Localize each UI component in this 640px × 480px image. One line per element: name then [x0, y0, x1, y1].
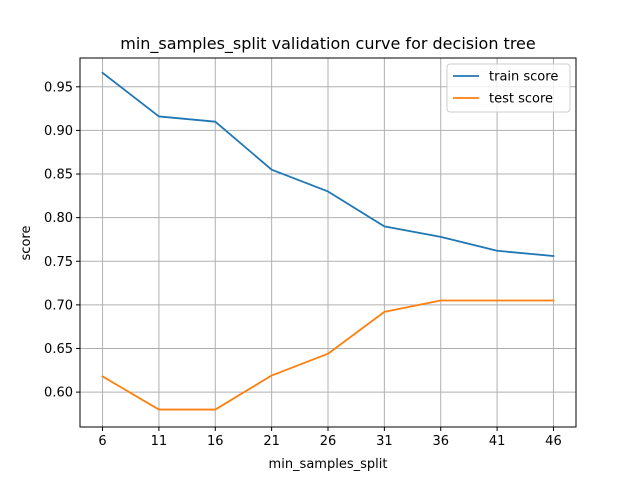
- chart-title: min_samples_split validation curve for d…: [120, 34, 536, 54]
- x-tick-label: 11: [151, 434, 168, 449]
- series-line-train-score: [101, 71, 555, 257]
- x-tick-label: 41: [489, 434, 506, 449]
- y-tick-label: 0.95: [44, 80, 73, 95]
- legend: train score test score: [446, 63, 571, 113]
- y-axis: 0.60 0.65 0.70 0.75 0.80 0.85 0.90 0.95: [44, 80, 80, 401]
- series-layer: [101, 71, 555, 411]
- legend-label: train score: [489, 70, 558, 85]
- x-axis-label: min_samples_split: [269, 457, 388, 472]
- x-tick-label: 16: [207, 434, 224, 449]
- x-tick-label: 6: [98, 434, 106, 449]
- y-tick-label: 0.80: [44, 211, 73, 226]
- y-tick-label: 0.70: [44, 298, 73, 313]
- y-tick-label: 0.90: [44, 124, 73, 139]
- x-tick-label: 36: [432, 434, 449, 449]
- x-tick-label: 21: [263, 434, 280, 449]
- legend-label: test score: [489, 92, 553, 107]
- grid-lines: [80, 58, 576, 427]
- series-line-test-score: [101, 299, 555, 411]
- y-tick-label: 0.60: [44, 386, 73, 401]
- x-tick-label: 46: [545, 434, 562, 449]
- y-tick-label: 0.85: [44, 168, 73, 183]
- x-tick-label: 31: [376, 434, 393, 449]
- y-axis-label: score: [19, 226, 34, 261]
- x-tick-label: 26: [320, 434, 337, 449]
- y-tick-label: 0.65: [44, 342, 73, 357]
- x-axis: 6 11 16 21 26 31 36 41 46: [98, 427, 562, 449]
- y-tick-label: 0.75: [44, 255, 73, 270]
